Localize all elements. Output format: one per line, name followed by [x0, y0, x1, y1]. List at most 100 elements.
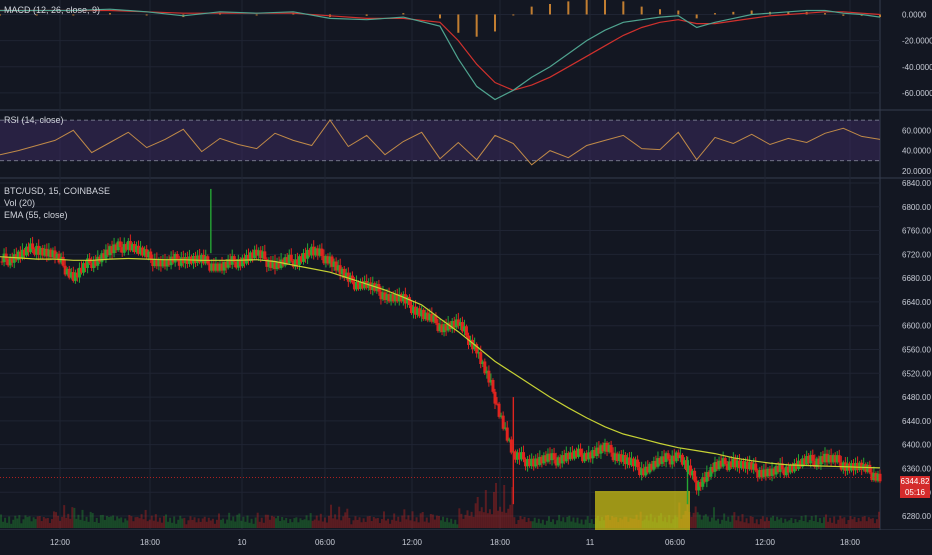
candle-body: [342, 268, 346, 278]
volume-bar: [311, 520, 314, 528]
rsi-tick-label: 40.0000: [902, 147, 931, 156]
candle-body: [640, 468, 644, 476]
candle-body: [139, 247, 143, 254]
volume-bar: [385, 520, 388, 528]
candle-body: [662, 456, 666, 462]
candle-body: [691, 470, 695, 476]
candle-body: [629, 458, 633, 466]
volume-bar: [325, 522, 328, 528]
volume-bar: [26, 517, 29, 528]
candle-body: [198, 255, 202, 263]
candle-body: [684, 460, 688, 471]
macd-pane[interactable]: [0, 0, 881, 101]
candle-body: [369, 282, 373, 291]
candle-body: [542, 455, 546, 464]
candle-body: [636, 459, 640, 468]
price-pane[interactable]: [0, 188, 882, 530]
symbol-label[interactable]: BTC/USD, 15, COINBASE: [4, 186, 111, 196]
volume-bar: [346, 508, 349, 528]
candle-body: [196, 255, 200, 263]
volume-bar: [719, 523, 722, 528]
volume-bar: [10, 523, 13, 528]
candle-body: [43, 248, 47, 256]
ema-label[interactable]: EMA (55, close): [4, 210, 68, 220]
macd-histogram-bar: [879, 14, 881, 18]
volume-bar: [268, 519, 271, 528]
volume-bar: [112, 515, 115, 528]
candle-body: [627, 457, 631, 466]
volume-bar: [712, 507, 715, 528]
volume-bar: [794, 519, 797, 528]
volume-bar: [364, 521, 367, 528]
volume-bar: [576, 517, 579, 528]
volume-bar: [715, 520, 718, 528]
volume-bar: [806, 522, 809, 528]
candle-body: [568, 452, 572, 460]
candle-body: [794, 463, 798, 470]
rsi-pane[interactable]: [0, 119, 881, 166]
macd-histogram-bar: [695, 14, 698, 19]
volume-bar: [20, 523, 23, 528]
volume-bar: [4, 517, 7, 528]
candle-body: [519, 452, 523, 460]
candle-body: [729, 461, 733, 468]
candle-body: [774, 466, 778, 475]
volume-bar: [240, 520, 243, 528]
rsi-label[interactable]: RSI (14, close): [4, 115, 64, 125]
time-axis[interactable]: 12:00 18:00 10 06:00 12:00 18:00 11 06:00 12:00 1…: [0, 530, 932, 550]
time-axis-bg: [0, 530, 932, 550]
candle-body: [786, 466, 790, 473]
candle-body: [538, 456, 542, 465]
candle-body: [202, 254, 206, 264]
macd-histogram-bar: [35, 14, 38, 16]
volume-bar: [327, 515, 330, 528]
volume-bar: [272, 516, 275, 528]
volume-bar: [248, 522, 251, 528]
candle-body: [118, 241, 122, 248]
candle-body: [615, 453, 619, 462]
volume-bar: [425, 517, 428, 528]
volume-bar: [209, 520, 212, 528]
candle-body: [126, 241, 130, 250]
candle-body: [134, 245, 138, 253]
volume-bar: [466, 510, 469, 528]
volume-bar: [802, 521, 805, 528]
volume-bar: [301, 520, 304, 528]
candle-body: [756, 470, 760, 478]
candle-body: [0, 261, 4, 263]
ema-line: [0, 256, 881, 469]
volume-bar: [470, 511, 473, 528]
candle-body: [479, 352, 483, 365]
volume-bar: [211, 518, 214, 528]
candle-body: [617, 454, 621, 462]
volume-bar: [578, 523, 581, 528]
rsi-tick-label: 20.0000: [902, 167, 931, 176]
volume-bar: [731, 515, 734, 528]
volume-bar: [808, 520, 811, 528]
candle-body: [220, 263, 224, 271]
candle-body: [299, 256, 303, 262]
candle-body: [784, 466, 788, 476]
candle-body: [244, 255, 248, 264]
volume-bar: [545, 520, 548, 528]
candle-body: [866, 464, 870, 472]
candle-body: [758, 469, 762, 478]
volume-bar: [523, 517, 526, 528]
candle-body: [776, 466, 780, 472]
candle-body: [82, 263, 86, 273]
volume-bar: [254, 517, 257, 528]
volume-bar: [158, 517, 161, 528]
candle-body: [332, 261, 336, 267]
volume-bar: [256, 512, 259, 528]
volume-label[interactable]: Vol (20): [4, 198, 36, 208]
candle-body: [532, 458, 536, 467]
volume-bar: [751, 516, 754, 528]
macd-histogram-bar: [512, 14, 515, 16]
macd-label[interactable]: MACD (12, 26, close, 9): [4, 5, 101, 15]
candle-body: [440, 324, 444, 333]
candle-body: [71, 272, 75, 281]
time-tick-label: 12:00: [755, 538, 776, 547]
rsi-band: [0, 120, 880, 161]
candle-body: [67, 268, 71, 278]
